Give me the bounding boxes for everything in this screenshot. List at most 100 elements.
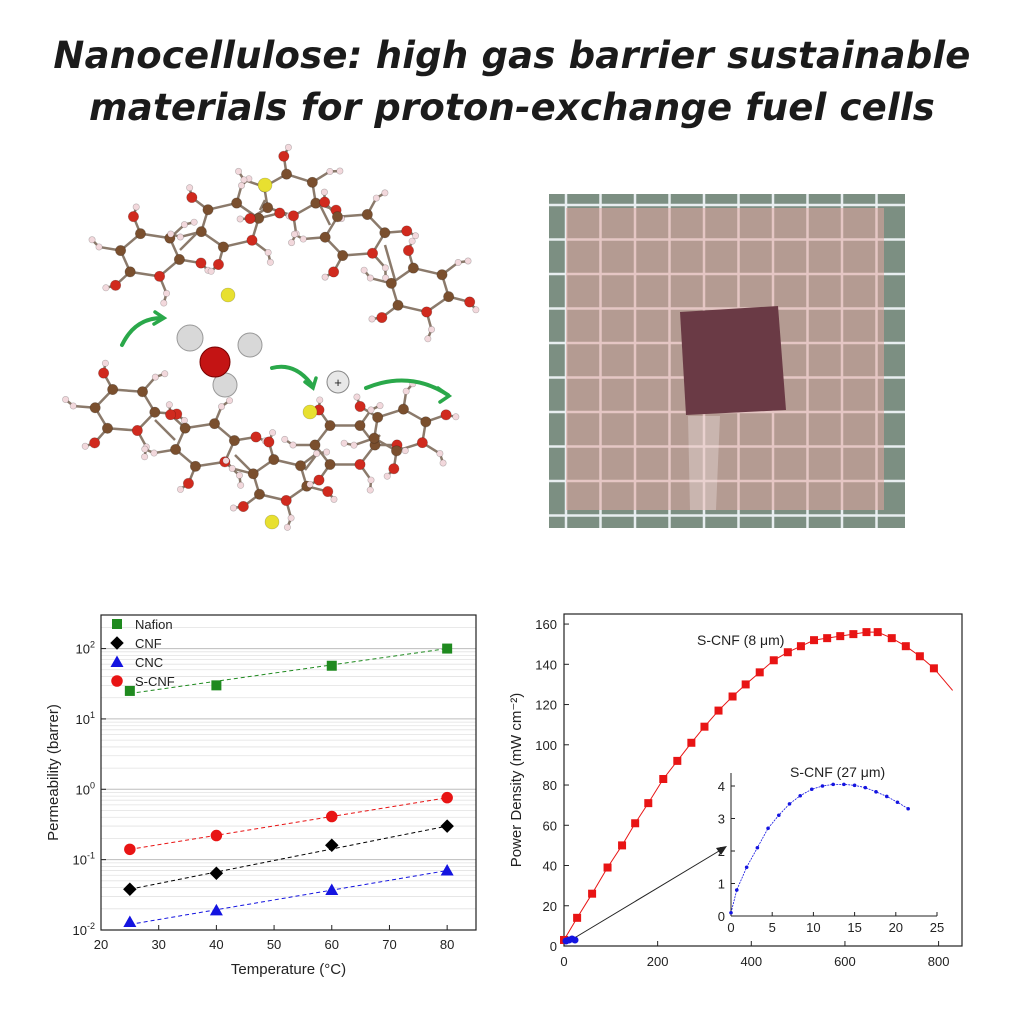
molecule-atom xyxy=(376,312,388,324)
inset-data-point xyxy=(734,888,739,892)
molecule-atom xyxy=(354,420,366,432)
molecule-atom xyxy=(381,264,389,272)
molecule-atom xyxy=(306,176,318,188)
molecule-atom xyxy=(89,402,101,414)
molecule-atom xyxy=(322,486,334,498)
molecule-atom xyxy=(264,249,272,257)
series-nafion xyxy=(124,643,453,696)
molecule-atom xyxy=(299,235,307,243)
data-point xyxy=(755,668,764,677)
molecule-atom xyxy=(98,367,110,379)
y-tick-label: 100 xyxy=(535,738,557,753)
inset-data-point xyxy=(729,910,733,915)
molecule-atom xyxy=(186,191,198,203)
data-point xyxy=(124,685,135,696)
molecule-atom xyxy=(401,225,413,237)
molecule-atom xyxy=(228,464,236,472)
inset-chart: 0 5 10 15 20 25 0 1 2 3 4 S-CNF (27 μm) xyxy=(718,764,944,935)
molecule-atom xyxy=(89,437,101,449)
molecule-atom xyxy=(443,291,455,303)
inset-y-tick-label: 2 xyxy=(718,844,725,859)
molecule-atom xyxy=(420,416,432,428)
molecule-atom xyxy=(137,386,149,398)
molecule-atom xyxy=(383,472,391,480)
molecule-atom xyxy=(262,202,274,214)
molecule-atom xyxy=(229,504,237,512)
data-point xyxy=(123,882,137,896)
data-point xyxy=(823,634,832,643)
legend-label: CNC xyxy=(135,655,163,670)
molecule-atom xyxy=(131,425,143,437)
molecule-atom xyxy=(337,250,349,262)
molecule-atom xyxy=(381,189,389,197)
molecule-atom xyxy=(220,287,236,303)
molecule-atom xyxy=(321,273,329,281)
molecule-atom xyxy=(385,277,397,289)
molecule-atom xyxy=(263,436,275,448)
molecule-atom xyxy=(391,445,403,457)
molecule-atom xyxy=(81,442,89,450)
y-tick-label: 80 xyxy=(543,778,557,793)
molecule-atom xyxy=(331,211,343,223)
molecule-atom xyxy=(408,237,416,245)
molecule-atom xyxy=(368,315,376,323)
inset-data-point xyxy=(831,782,835,787)
y-tick-label: 0 xyxy=(550,939,557,954)
molecule-atom xyxy=(424,335,432,343)
legend-marker xyxy=(111,675,123,687)
hydrogen-atom xyxy=(237,332,263,358)
molecule-atom xyxy=(226,397,234,405)
inset-annotation: S-CNF (27 μm) xyxy=(790,764,885,780)
series-annotation: S-CNF (8 μm) xyxy=(697,632,784,648)
y-tick-label: 60 xyxy=(543,818,557,833)
chart1-frame xyxy=(100,614,477,931)
molecule-atom xyxy=(107,383,119,395)
molecule-atom xyxy=(428,325,436,333)
proton-plus-sign: + xyxy=(334,375,342,390)
x-tick-label: 50 xyxy=(267,937,281,952)
data-point xyxy=(325,838,339,853)
y-tick-label: 140 xyxy=(535,657,557,672)
molecule-atom xyxy=(416,437,428,449)
molecule-atom xyxy=(392,299,404,311)
molecule-atom xyxy=(320,188,328,196)
data-point xyxy=(603,863,612,872)
molecule-atom xyxy=(237,481,245,489)
y-tick-label: 10-1 xyxy=(73,851,95,868)
fit-line xyxy=(129,825,448,890)
molecule-atom xyxy=(366,486,374,494)
chart2-frame xyxy=(563,613,963,947)
x-tick-label: 0 xyxy=(560,954,567,969)
molecule-atom xyxy=(309,439,321,451)
molecule-atom xyxy=(316,396,324,404)
page-title: Nanocellulose: high gas barrier sustaina… xyxy=(0,30,1024,134)
molecule-atom xyxy=(173,253,185,265)
y-tick-label: 40 xyxy=(543,859,557,874)
y-tick-label: 20 xyxy=(543,899,557,914)
molecule-atom xyxy=(361,208,373,220)
x-tick-label: 60 xyxy=(325,937,339,952)
molecule-atom xyxy=(102,284,110,292)
molecule-atom xyxy=(202,204,214,216)
inset-data-point xyxy=(874,790,878,794)
molecule-atom xyxy=(195,226,207,238)
data-point xyxy=(573,913,582,922)
molecule-atom xyxy=(287,210,299,222)
molecule-atom xyxy=(360,266,368,274)
oxygen-atom xyxy=(199,346,231,378)
data-point xyxy=(326,810,338,823)
molecule-atom xyxy=(324,458,336,470)
molecule-atom xyxy=(324,420,336,432)
molecule-atom xyxy=(367,406,375,414)
molecule-atom xyxy=(379,227,391,239)
molecule-atom xyxy=(253,488,265,500)
molecule-atom xyxy=(182,477,194,489)
molecule-atom xyxy=(268,454,280,466)
y-tick-label: 100 xyxy=(76,780,95,797)
molecule-atom xyxy=(209,418,221,430)
x-tick-label: 40 xyxy=(209,937,223,952)
molecule-atom xyxy=(289,441,297,449)
molecule-atom xyxy=(368,432,380,444)
fit-line xyxy=(129,797,448,850)
inset-y-tick-label: 3 xyxy=(718,812,725,827)
